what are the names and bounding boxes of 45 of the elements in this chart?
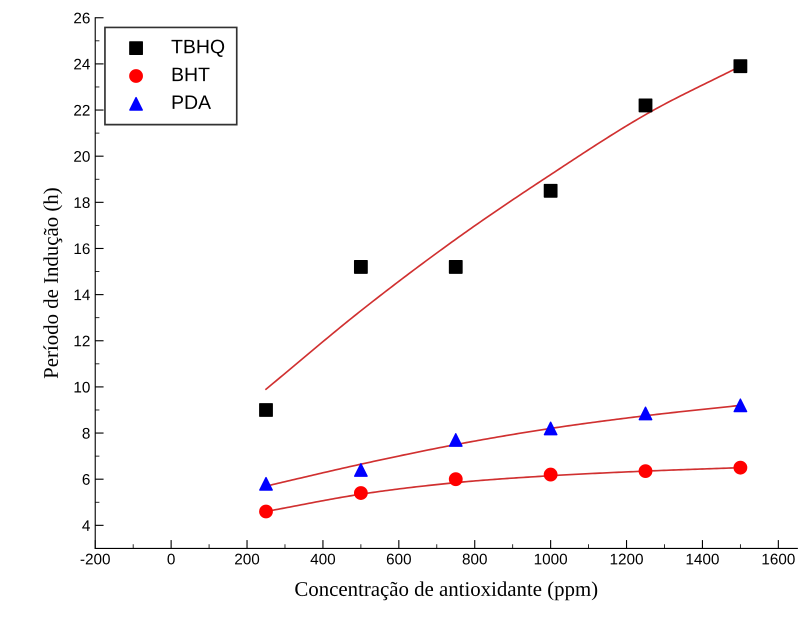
point: [733, 59, 748, 74]
x-tick-label: 1600: [762, 554, 795, 564]
y-tick-label: 6: [82, 474, 90, 485]
y-tick-label: 4: [82, 520, 90, 531]
legend-label: TBHQ: [171, 40, 224, 57]
point: [544, 184, 558, 198]
legend-label: PDA: [172, 96, 211, 109]
point: [544, 422, 558, 436]
point: [448, 472, 463, 486]
x-tick-label: 800: [462, 554, 487, 564]
point: [259, 403, 273, 417]
x-tick-label: 1000: [534, 554, 568, 564]
point: [354, 463, 368, 477]
point: [259, 504, 273, 518]
point: [733, 398, 748, 412]
x-tick-label: 0: [167, 554, 175, 564]
y-tick-label: 12: [74, 336, 90, 346]
x-tick-label: 1400: [686, 554, 719, 564]
point: [638, 464, 652, 478]
y-tick-label: 20: [74, 151, 90, 162]
x-axis-title: Concentração de antioxidante (ppm): [295, 581, 598, 600]
y-tick-label: 16: [74, 243, 90, 254]
point: [354, 260, 368, 274]
y-tick-label: 22: [74, 104, 90, 116]
point: [259, 476, 273, 491]
x-tick-label: -200: [80, 554, 110, 564]
x-tick-label: 200: [235, 554, 260, 564]
y-axis-title: Período de Indução (h): [43, 188, 62, 378]
y-tick-label: 14: [74, 290, 90, 300]
point: [354, 486, 368, 500]
legend-label: BHT: [172, 68, 210, 82]
point: [733, 460, 748, 475]
y-tick-label: 24: [74, 58, 90, 70]
y-tick-label: 18: [74, 197, 90, 208]
point: [448, 433, 463, 447]
x-tick-label: 600: [386, 554, 411, 564]
x-tick-label: 1200: [610, 554, 643, 564]
point: [448, 260, 463, 274]
y-tick-label: 26: [74, 12, 90, 24]
y-tick-label: 10: [74, 382, 90, 393]
point: [544, 468, 558, 482]
point: [638, 406, 652, 420]
y-tick-label: 8: [82, 428, 90, 439]
point: [638, 98, 652, 112]
x-tick-label: 400: [310, 554, 336, 564]
